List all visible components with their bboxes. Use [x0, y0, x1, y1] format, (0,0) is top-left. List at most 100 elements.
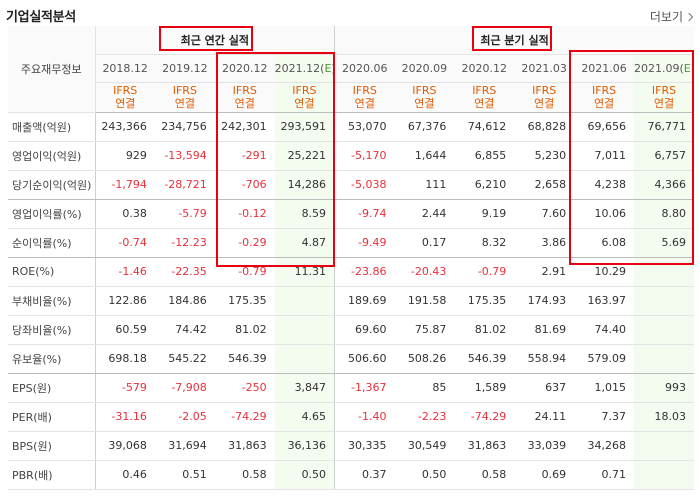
table-cell: -12.23 [154, 228, 215, 258]
table-cell: -0.79 [454, 257, 515, 287]
table-cell: 7.37 [574, 402, 635, 432]
ifrs-label: IFRS 연결 [574, 82, 635, 113]
table-cell: 0.17 [394, 228, 455, 258]
period-header: 2020.12 [454, 54, 515, 83]
table-cell: 9.19 [454, 199, 515, 229]
table-cell: 0.69 [514, 460, 575, 490]
row-label: PBR(배) [8, 460, 96, 490]
table-cell: 68,828 [514, 112, 575, 142]
row-label: 당기순이익(억원) [8, 170, 96, 200]
table-cell [274, 344, 335, 374]
table-cell: 0.58 [214, 460, 275, 490]
table-cell: 31,694 [154, 431, 215, 461]
table-cell: 637 [514, 373, 575, 403]
table-cell: 8.80 [634, 199, 694, 229]
ifrs-header-row: IFRS 연결 IFRS 연결 IFRS 연결 IFRS 연결 IFRS 연결 IFRS 연결 IFRS… [8, 82, 694, 113]
table-cell: 8.32 [454, 228, 515, 258]
table-cell: -20.43 [394, 257, 455, 287]
table-cell: -31.16 [95, 402, 155, 432]
table-cell: 6,855 [454, 141, 515, 171]
table-cell: 24.11 [514, 402, 575, 432]
table-cell: 8.59 [274, 199, 335, 229]
table-row: 당좌비율(%) 60.59 74.42 81.02 69.60 75.87 81.02 81.… [8, 315, 694, 345]
table-cell: 69,656 [574, 112, 635, 142]
table-cell: 0.37 [334, 460, 395, 490]
table-cell: 60.59 [95, 315, 155, 345]
table-cell: 6,757 [634, 141, 694, 171]
table-cell: 174.93 [514, 286, 575, 316]
table-cell: -1.46 [95, 257, 155, 287]
table-row: BPS(원) 39,068 31,694 31,863 36,136 30,335 30,5… [8, 431, 694, 461]
period-header: 2021.03 [514, 54, 575, 83]
table-cell: -9.49 [334, 228, 395, 258]
row-label: 유보율(%) [8, 344, 96, 374]
ifrs-label: IFRS 연결 [634, 82, 694, 113]
table-row: 영업이익(억원) 929 -13,594 -291 25,221 -5,170 1,644 6… [8, 141, 694, 171]
table-cell: 993 [634, 373, 694, 403]
ifrs-label: IFRS 연결 [394, 82, 455, 113]
table-cell: 74,612 [454, 112, 515, 142]
financial-table: 주요재무정보 최근 연간 실적 최근 분기 실적 2018.12 2019.12 2… [8, 26, 694, 490]
ifrs-label: IFRS 연결 [154, 82, 215, 113]
table-row: 부채비율(%) 122.86 184.86 175.35 189.69 191.58 175… [8, 286, 694, 316]
table-cell: 5.69 [634, 228, 694, 258]
table-cell: 929 [95, 141, 155, 171]
table-cell: 0.38 [95, 199, 155, 229]
table-cell: -706 [214, 170, 275, 200]
table-cell: 1,015 [574, 373, 635, 403]
table-row: 당기순이익(억원) -1,794 -28,721 -706 14,286 -5,038 11… [8, 170, 694, 200]
table-cell: 579.09 [574, 344, 635, 374]
table-cell: -13,594 [154, 141, 215, 171]
table-cell: 0.46 [95, 460, 155, 490]
period-header-row: 2018.122019.122020.122021.12(E)2020.0620… [8, 54, 694, 83]
table-cell: 33,039 [514, 431, 575, 461]
table-cell: 5,230 [514, 141, 575, 171]
table-cell: -0.79 [214, 257, 275, 287]
table-cell: 10.29 [574, 257, 635, 287]
table-cell: 0.50 [394, 460, 455, 490]
row-label: 영업이익(억원) [8, 141, 96, 171]
table-cell: -5.79 [154, 199, 215, 229]
table-cell: 2.44 [394, 199, 455, 229]
period-header: 2020.09 [394, 54, 455, 83]
table-cell: 243,366 [95, 112, 155, 142]
ifrs-label: IFRS 연결 [274, 82, 335, 113]
table-cell: -0.74 [95, 228, 155, 258]
ifrs-label: IFRS 연결 [454, 82, 515, 113]
period-header: 2020.06 [334, 54, 395, 83]
period-header: 2019.12 [154, 54, 215, 83]
table-cell: 7.60 [514, 199, 575, 229]
period-header: 2020.12 [214, 54, 275, 83]
table-cell: 546.39 [214, 344, 275, 374]
table-cell: 122.86 [95, 286, 155, 316]
table-cell: 175.35 [214, 286, 275, 316]
table-cell: 4.65 [274, 402, 335, 432]
table-cell: 175.35 [454, 286, 515, 316]
table-cell [634, 344, 694, 374]
row-label: 영업이익률(%) [8, 199, 96, 229]
more-link[interactable]: 더보기 [650, 8, 694, 25]
table-cell: 53,070 [334, 112, 395, 142]
table-row: PER(배) -31.16 -2.05 -74.29 4.65 -1.40 -2.23 -74… [8, 402, 694, 432]
table-cell: -1,367 [334, 373, 395, 403]
estimate-mark: E [683, 61, 691, 75]
table-cell: 34,268 [574, 431, 635, 461]
table-cell: -250 [214, 373, 275, 403]
table-cell [274, 315, 335, 345]
table-cell [634, 315, 694, 345]
ifrs-label: IFRS 연결 [514, 82, 575, 113]
table-cell [274, 286, 335, 316]
table-cell: -7,908 [154, 373, 215, 403]
table-cell: 111 [394, 170, 455, 200]
ifrs-label: IFRS 연결 [214, 82, 275, 113]
table-cell: 0.51 [154, 460, 215, 490]
table-cell: 30,549 [394, 431, 455, 461]
table-cell: 74.40 [574, 315, 635, 345]
table-cell: 191.58 [394, 286, 455, 316]
table-cell: 2.91 [514, 257, 575, 287]
table-cell: -2.23 [394, 402, 455, 432]
table-cell: 14,286 [274, 170, 335, 200]
table-cell: 6,210 [454, 170, 515, 200]
period-header: 2021.09(E) [634, 54, 694, 83]
table-cell: -74.29 [214, 402, 275, 432]
